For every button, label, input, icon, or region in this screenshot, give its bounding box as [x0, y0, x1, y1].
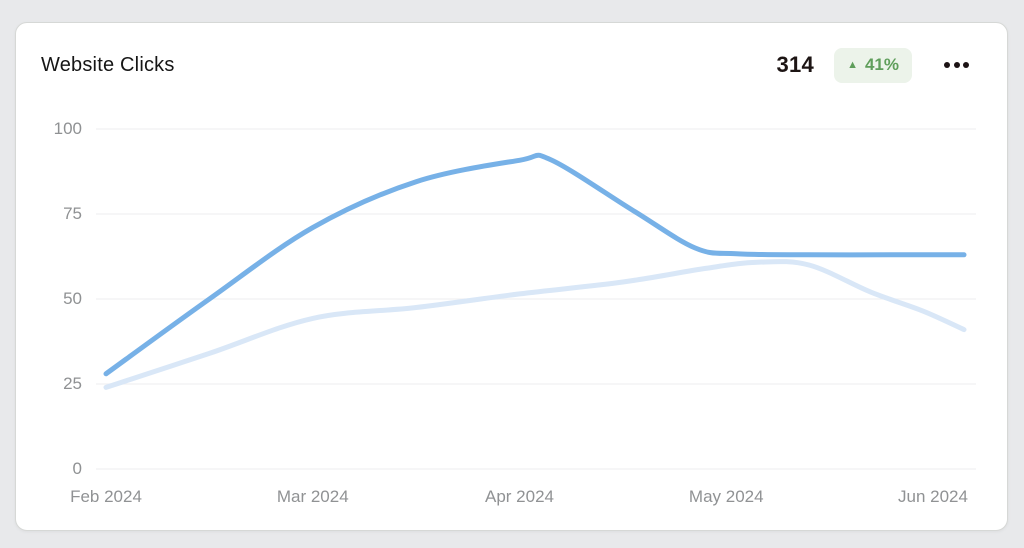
website-clicks-card: 100 75 50 25 0 Feb 2024 Mar 2024 Apr 2024 May 2…: [15, 22, 1008, 531]
ellipsis-dot: [963, 62, 969, 68]
y-tick-50: 50: [63, 289, 82, 308]
x-tick-feb-2024: Feb 2024: [70, 487, 142, 506]
trend-percent: 41%: [864, 55, 899, 74]
triangle-up-icon: ▲: [847, 58, 858, 71]
clicks-line-chart: [96, 128, 976, 470]
x-tick-may-2024: May 2024: [688, 487, 764, 506]
ellipsis-dot: [953, 62, 960, 68]
x-tick-jun-2024: Jun 2024: [898, 487, 968, 506]
y-tick-0: 0: [72, 459, 82, 478]
ellipsis-dot: [944, 62, 950, 68]
series-current-period-line: [103, 152, 967, 377]
y-tick-100: 100: [53, 119, 82, 138]
y-tick-25: 25: [63, 374, 82, 393]
card-title: Website Clicks: [41, 53, 175, 76]
y-tick-75: 75: [63, 204, 82, 223]
total-clicks-value: 314: [776, 52, 815, 77]
card-header: Website Clicks 314 ▲ 41%: [41, 47, 971, 83]
series-previous-period-line: [103, 259, 967, 390]
trend-badge: ▲ 41%: [834, 47, 912, 83]
ellipsis-menu-button[interactable]: [942, 56, 971, 74]
x-tick-mar-2024: Mar 2024: [276, 487, 349, 506]
x-tick-apr-2024: Apr 2024: [485, 487, 554, 506]
